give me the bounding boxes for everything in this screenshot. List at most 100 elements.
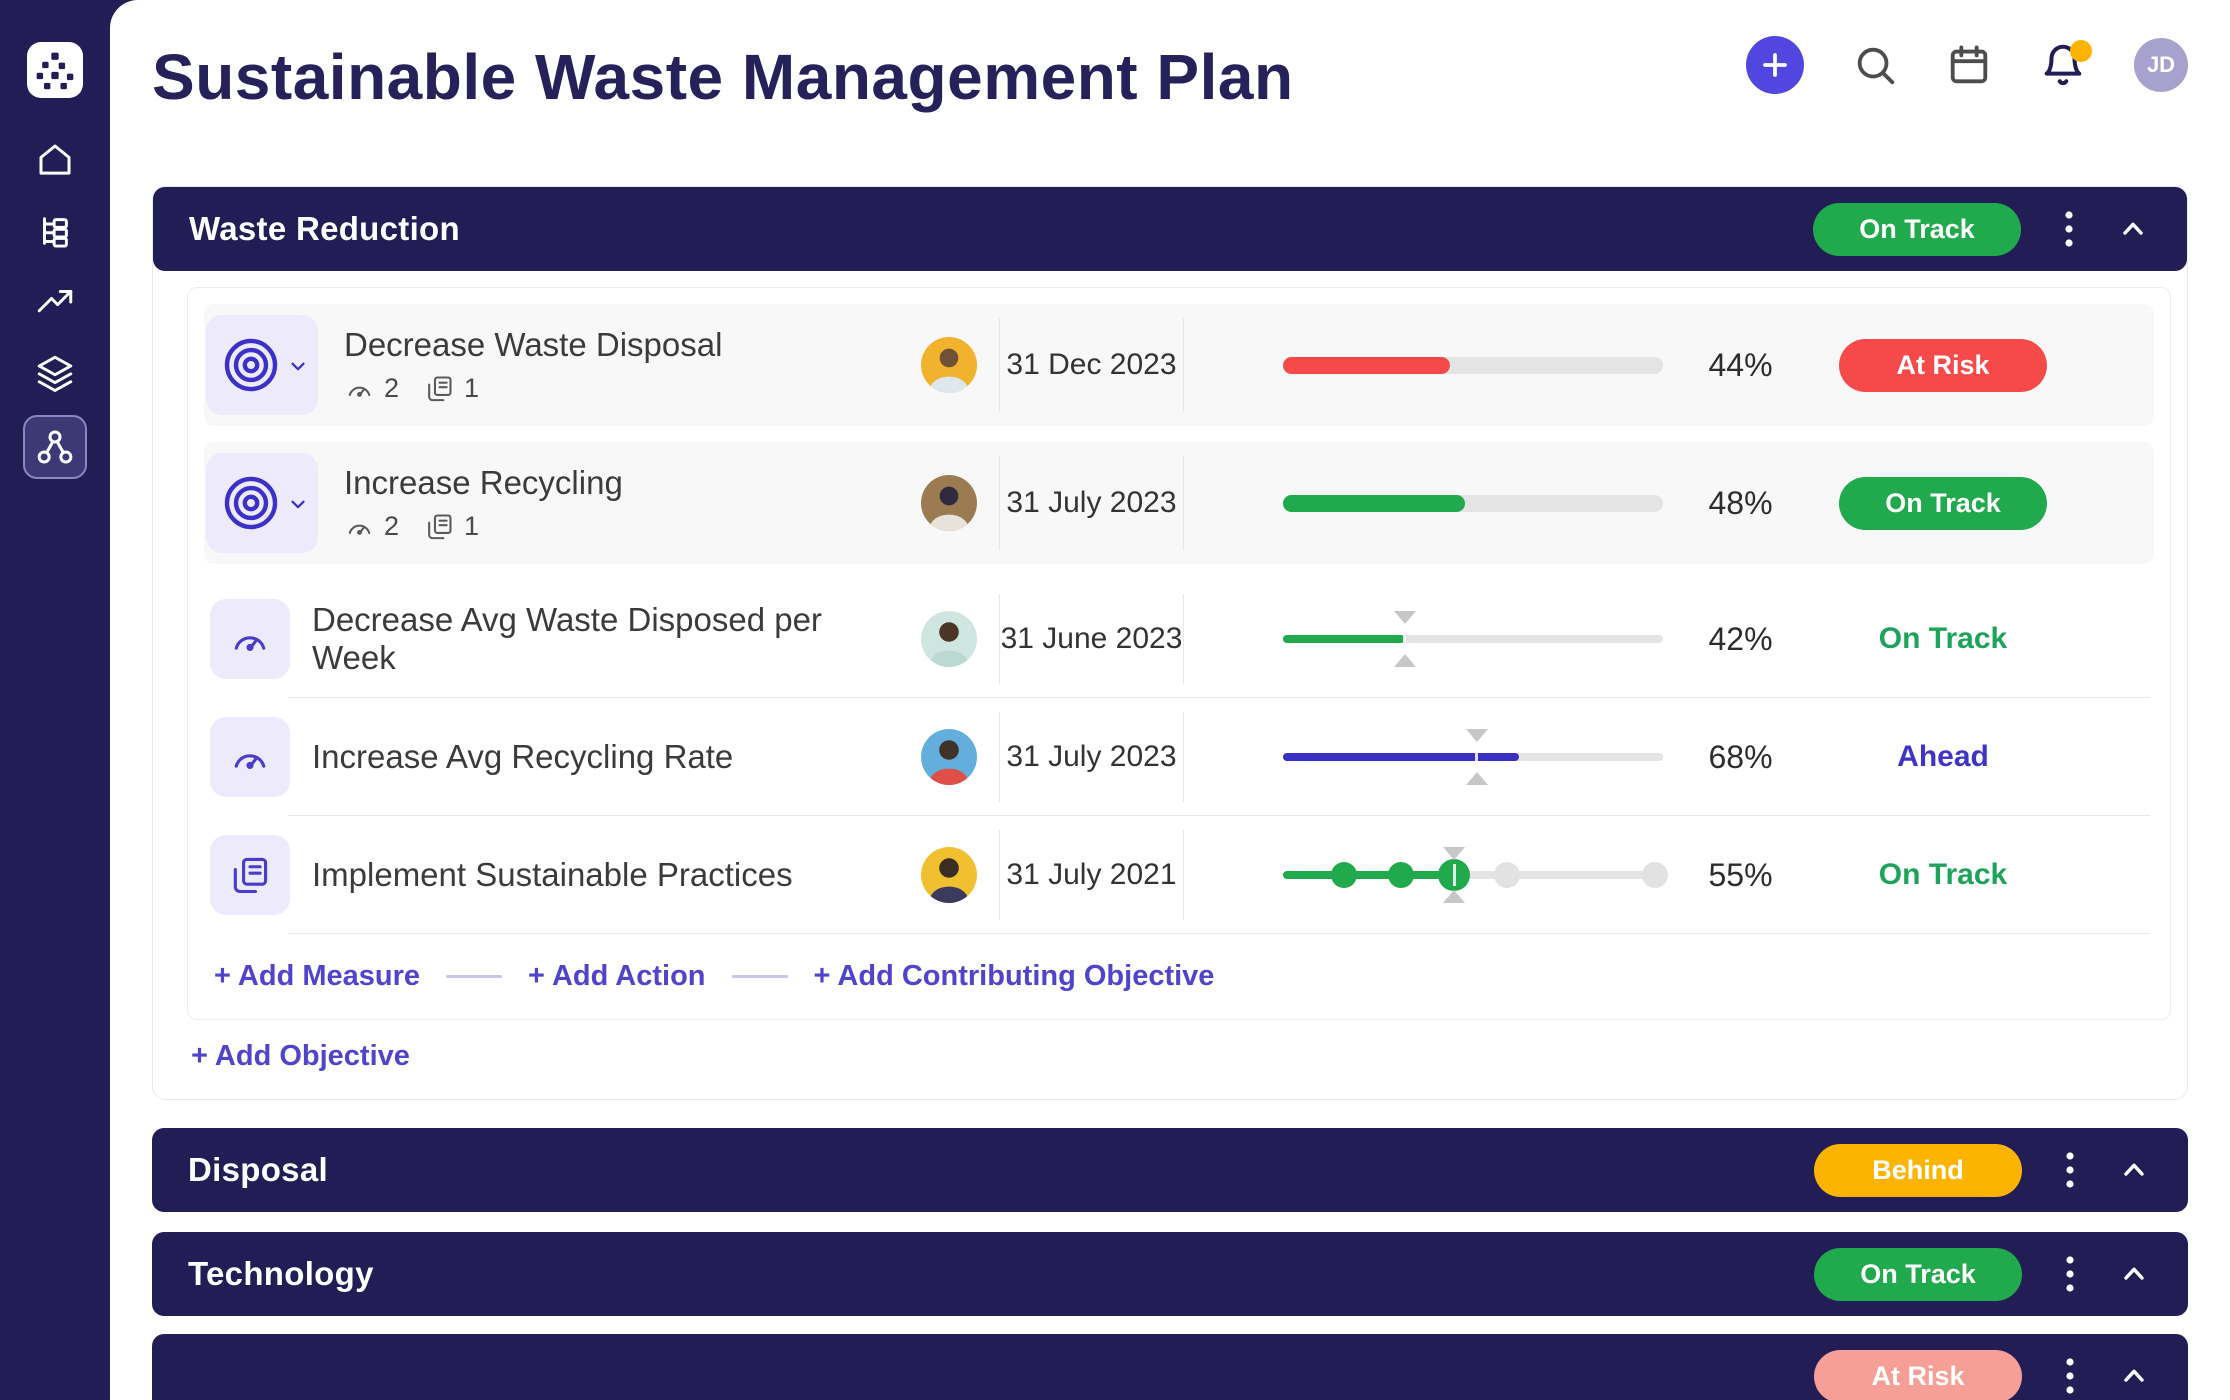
progress-percent: 68% — [1708, 738, 1773, 775]
progress-cell — [1184, 356, 1688, 374]
measure-icon-tile[interactable] — [210, 599, 290, 679]
page-title: Sustainable Waste Management Plan — [152, 41, 1294, 113]
calendar-icon — [1950, 45, 1988, 84]
chevron-up-icon — [2124, 1369, 2144, 1382]
owner-avatar[interactable] — [921, 847, 977, 903]
objective-main: Increase Recycling 2 1 — [204, 453, 899, 553]
owner-avatar[interactable] — [921, 337, 977, 393]
user-avatar[interactable]: JD — [2134, 38, 2188, 92]
kebab-menu-button[interactable] — [2050, 1248, 2090, 1301]
objective-row[interactable]: Decrease Waste Disposal 2 1 — [204, 304, 2154, 426]
measure-count: 2 — [384, 373, 400, 403]
milestone-dot-done — [1387, 862, 1414, 888]
progress-percent: 55% — [1708, 856, 1773, 893]
sidebar-item-alignment-active[interactable] — [0, 408, 110, 486]
notification-dot — [2070, 40, 2092, 62]
section-header[interactable]: Technology On Track — [152, 1232, 2188, 1316]
section-header[interactable]: Waste Reduction On Track — [153, 187, 2187, 271]
progress-cell — [1184, 859, 1688, 891]
measure-row[interactable]: Increase Avg Recycling Rate 31 July 2023 — [204, 698, 2154, 816]
progress-percent: 44% — [1708, 346, 1773, 383]
progress-cell — [1184, 628, 1688, 650]
add-objective-link[interactable]: + Add Objective — [191, 1040, 410, 1072]
objective-counts: 2 1 — [344, 511, 623, 542]
measure-row[interactable]: Decrease Avg Waste Disposed per Week 31 … — [204, 580, 2154, 698]
objective-row[interactable]: Increase Recycling 2 1 — [204, 442, 2154, 564]
bell-icon — [2044, 44, 2082, 86]
status-badge[interactable]: At Risk — [1814, 1349, 2022, 1400]
app-logo[interactable] — [27, 42, 83, 98]
sidebar-item-reports[interactable] — [0, 266, 110, 337]
collapse-button[interactable] — [2110, 1144, 2158, 1197]
status-badge[interactable]: Behind — [1814, 1143, 2022, 1197]
milestone-dot-upcoming — [1642, 862, 1669, 888]
section-waste-reduction: Waste Reduction On Track — [152, 186, 2188, 1100]
section-header[interactable]: At Risk — [152, 1334, 2188, 1400]
owner-cell — [921, 337, 977, 393]
objective-icon-tile[interactable] — [206, 453, 318, 553]
progress-cell — [1184, 494, 1688, 512]
action-count: 1 — [464, 511, 480, 541]
status-badge[interactable]: At Risk — [1839, 338, 2047, 392]
progress-cell — [1184, 746, 1688, 768]
owner-avatar[interactable] — [921, 611, 977, 667]
owner-avatar[interactable] — [921, 475, 977, 531]
add-button[interactable] — [1746, 36, 1804, 94]
collapse-button[interactable] — [2110, 1248, 2158, 1301]
action-row[interactable]: Implement Sustainable Practices 31 July … — [204, 816, 2154, 934]
milestone-dot-current — [1438, 859, 1470, 891]
collapse-button[interactable] — [2109, 203, 2157, 256]
progress-fill — [1283, 494, 1466, 512]
collapse-button[interactable] — [2110, 1350, 2158, 1400]
action-title: Implement Sustainable Practices — [312, 856, 793, 893]
section-title: Waste Reduction — [189, 210, 460, 247]
header-actions: JD — [1746, 36, 2188, 94]
objective-title: Decrease Waste Disposal — [344, 326, 723, 363]
owner-avatar[interactable] — [921, 729, 977, 785]
kebab-menu-button[interactable] — [2050, 1144, 2090, 1197]
sidebar-item-plans[interactable] — [0, 195, 110, 266]
gauge-icon — [348, 386, 371, 397]
kebab-menu-button[interactable] — [2050, 1350, 2090, 1400]
search-icon — [1857, 47, 1895, 85]
action-icon-tile[interactable] — [210, 835, 290, 915]
trending-up-icon — [37, 289, 73, 312]
status-badge[interactable]: On Track — [1813, 202, 2021, 256]
progress-fill — [1283, 635, 1405, 643]
add-measure-link[interactable]: + Add Measure — [214, 960, 421, 992]
due-date: 31 July 2021 — [999, 830, 1184, 920]
add-contributing-objective-link[interactable]: + Add Contributing Objective — [813, 960, 1215, 992]
due-date: 31 July 2023 — [999, 712, 1184, 802]
chevron-up-icon — [2124, 1163, 2144, 1176]
measure-main: Decrease Avg Waste Disposed per Week — [204, 599, 899, 679]
chevron-down-icon[interactable] — [287, 355, 309, 377]
sidebar-item-home[interactable] — [0, 124, 110, 195]
add-action-link[interactable]: + Add Action — [528, 960, 706, 992]
milestone-bar — [1283, 859, 1669, 891]
progress-bar — [1283, 746, 1663, 768]
measure-icon-tile[interactable] — [210, 717, 290, 797]
chevron-up-icon — [2123, 222, 2143, 235]
status-badge[interactable]: On Track — [1814, 1247, 2022, 1301]
plus-icon — [1763, 53, 1787, 77]
notifications-button[interactable] — [2040, 40, 2092, 88]
milestone-dot-done — [1330, 862, 1357, 888]
objective-title: Increase Recycling — [344, 464, 623, 501]
progress-bar — [1283, 628, 1663, 650]
home-icon — [39, 144, 71, 175]
gauge-icon — [348, 524, 371, 535]
search-button[interactable] — [1852, 42, 1898, 88]
kebab-menu-button[interactable] — [2049, 203, 2089, 256]
target-icon — [224, 476, 278, 530]
section-header[interactable]: Disposal Behind — [152, 1128, 2188, 1212]
due-date: 31 July 2023 — [999, 456, 1184, 550]
status-badge[interactable]: On Track — [1839, 476, 2047, 530]
owner-cell — [921, 611, 977, 667]
calendar-button[interactable] — [1946, 42, 1992, 88]
chevron-down-icon[interactable] — [287, 493, 309, 515]
objective-icon-tile[interactable] — [206, 315, 318, 415]
logo-icon — [36, 52, 74, 90]
progress-fill — [1283, 356, 1451, 374]
gauge-icon — [234, 636, 266, 652]
sidebar-item-stacks[interactable] — [0, 337, 110, 408]
